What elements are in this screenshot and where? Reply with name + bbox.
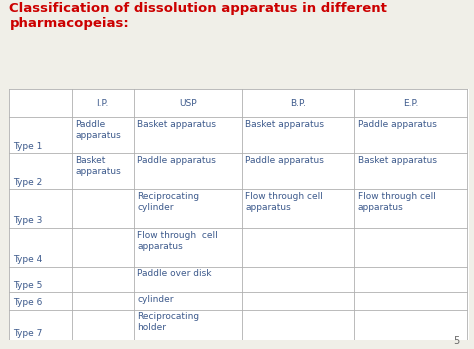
Text: Paddle apparatus: Paddle apparatus: [358, 120, 437, 128]
Text: Paddle apparatus: Paddle apparatus: [246, 156, 324, 165]
Text: Flow through cell
apparatus: Flow through cell apparatus: [358, 192, 436, 212]
Text: Classification of dissolution apparatus in different
pharmacopeias:: Classification of dissolution apparatus …: [9, 2, 387, 30]
Text: Type 1: Type 1: [13, 142, 43, 151]
Text: Reciprocating
holder: Reciprocating holder: [137, 312, 200, 332]
Text: Flow through  cell
apparatus: Flow through cell apparatus: [137, 230, 218, 251]
Text: Paddle apparatus: Paddle apparatus: [137, 156, 216, 165]
Text: B.P.: B.P.: [290, 98, 306, 107]
Text: 5: 5: [454, 335, 460, 346]
Text: Paddle over disk: Paddle over disk: [137, 269, 212, 278]
Text: USP: USP: [179, 98, 196, 107]
Text: Type 2: Type 2: [13, 178, 42, 187]
Text: Paddle
apparatus: Paddle apparatus: [75, 120, 121, 140]
Text: Type 5: Type 5: [13, 281, 43, 290]
Text: Basket
apparatus: Basket apparatus: [75, 156, 121, 176]
Text: Flow through cell
apparatus: Flow through cell apparatus: [246, 192, 323, 212]
Text: Type 4: Type 4: [13, 255, 42, 264]
Text: Reciprocating
cylinder: Reciprocating cylinder: [137, 192, 200, 212]
Text: Type 6: Type 6: [13, 298, 43, 307]
Text: Type 3: Type 3: [13, 216, 43, 225]
Text: Type 7: Type 7: [13, 329, 43, 338]
Text: Basket apparatus: Basket apparatus: [358, 156, 437, 165]
Text: Basket apparatus: Basket apparatus: [137, 120, 216, 128]
Text: I.P.: I.P.: [96, 98, 109, 107]
Text: Basket apparatus: Basket apparatus: [246, 120, 324, 128]
Text: E.P.: E.P.: [403, 98, 419, 107]
Text: cylinder: cylinder: [137, 295, 174, 304]
